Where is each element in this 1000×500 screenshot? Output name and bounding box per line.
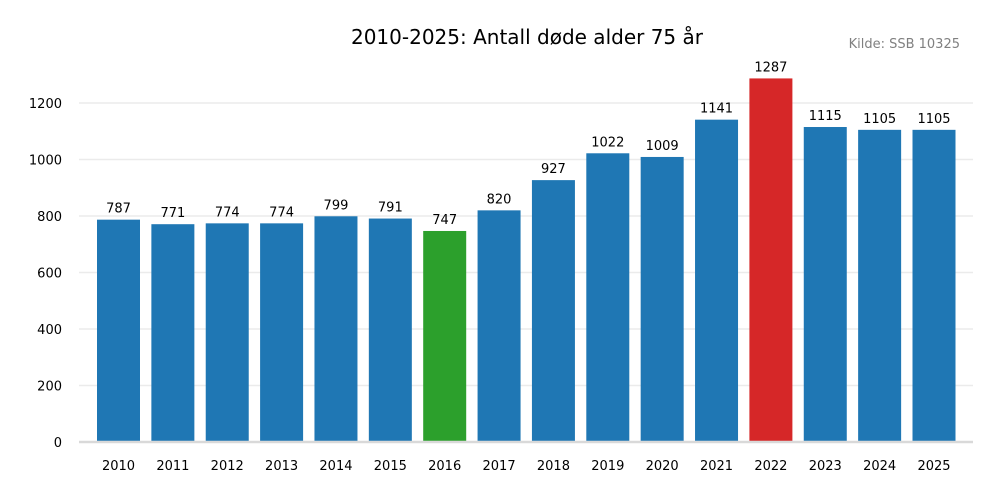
y-tick-label: 200 bbox=[37, 380, 62, 395]
bar-2023 bbox=[803, 127, 847, 442]
x-tick-label: 2020 bbox=[646, 459, 679, 474]
data-label: 747 bbox=[432, 213, 457, 228]
data-label: 787 bbox=[106, 202, 131, 217]
y-tick-label: 800 bbox=[37, 210, 62, 225]
bar-2024 bbox=[858, 129, 902, 442]
data-label: 771 bbox=[160, 206, 185, 221]
bar-2018 bbox=[531, 180, 575, 442]
data-label: 1105 bbox=[863, 112, 896, 127]
bar-2013 bbox=[260, 223, 304, 442]
data-label: 774 bbox=[269, 205, 294, 220]
x-tick-label: 2015 bbox=[374, 459, 407, 474]
y-tick-label: 600 bbox=[37, 267, 62, 282]
data-label: 1115 bbox=[809, 109, 842, 124]
x-tick-label: 2013 bbox=[265, 459, 298, 474]
y-axis: 0 200 400 600 800 1000 1200 bbox=[29, 97, 62, 451]
x-tick-label: 2024 bbox=[863, 459, 896, 474]
bars: 787 771 774 774 799 791 747 820 927 1022 1009 1141 1… bbox=[97, 60, 956, 443]
x-tick-label: 2016 bbox=[428, 459, 461, 474]
bar-2011 bbox=[151, 224, 195, 442]
y-tick-label: 0 bbox=[54, 436, 62, 451]
data-label: 1287 bbox=[754, 60, 787, 75]
y-tick-label: 400 bbox=[37, 323, 62, 338]
x-tick-label: 2021 bbox=[700, 459, 733, 474]
data-label: 791 bbox=[378, 201, 403, 216]
y-tick-label: 1000 bbox=[29, 154, 62, 169]
data-label: 799 bbox=[324, 198, 349, 213]
data-label: 774 bbox=[215, 205, 240, 220]
x-tick-label: 2010 bbox=[102, 459, 135, 474]
data-label: 820 bbox=[487, 192, 512, 207]
y-tick-label: 1200 bbox=[29, 97, 62, 112]
x-tick-label: 2019 bbox=[591, 459, 624, 474]
x-tick-label: 2014 bbox=[319, 459, 352, 474]
data-label: 1022 bbox=[591, 135, 624, 150]
bar-2019 bbox=[586, 153, 630, 442]
data-label: 927 bbox=[541, 162, 566, 177]
bar-2022 bbox=[749, 78, 793, 443]
x-tick-label: 2022 bbox=[754, 459, 787, 474]
bar-2014 bbox=[314, 216, 358, 442]
x-axis: 2010 2011 2012 2013 2014 2015 2016 2017 2018 2019… bbox=[102, 459, 951, 474]
x-tick-label: 2023 bbox=[809, 459, 842, 474]
chart-title: 2010-2025: Antall døde alder 75 år bbox=[351, 25, 704, 49]
bar-2016 bbox=[423, 230, 467, 442]
x-tick-label: 2012 bbox=[211, 459, 244, 474]
bar-2010 bbox=[97, 219, 140, 442]
bar-2012 bbox=[205, 223, 249, 442]
data-label: 1009 bbox=[646, 139, 679, 154]
bar-2015 bbox=[368, 218, 412, 442]
bar-2021 bbox=[695, 119, 739, 442]
bar-2017 bbox=[477, 210, 521, 442]
bar-2020 bbox=[640, 156, 684, 442]
x-tick-label: 2018 bbox=[537, 459, 570, 474]
source-label: Kilde: SSB 10325 bbox=[849, 37, 960, 52]
bar-2025 bbox=[912, 129, 956, 442]
x-tick-label: 2017 bbox=[483, 459, 516, 474]
x-tick-label: 2011 bbox=[156, 459, 189, 474]
x-tick-label: 2025 bbox=[917, 459, 950, 474]
data-label: 1105 bbox=[917, 112, 950, 127]
data-label: 1141 bbox=[700, 102, 733, 117]
